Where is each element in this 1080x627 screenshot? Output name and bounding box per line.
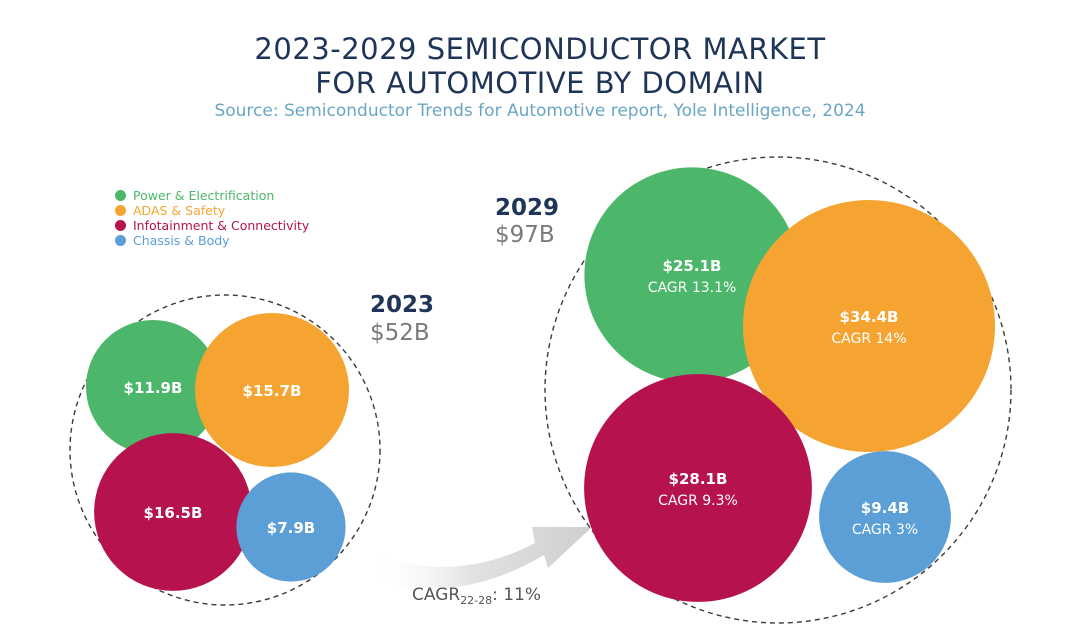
legend-dot-chassis: [115, 235, 126, 246]
legend-item-infotainment: Infotainment & Connectivity: [115, 218, 309, 233]
bubble-value-infotainment-connectivity-2029: $28.1B: [669, 470, 728, 488]
group-total-2029: $97B: [495, 222, 555, 248]
legend-item-adas: ADAS & Safety: [115, 203, 309, 218]
bubble-cagr-chassis-body-2029: CAGR 3%: [852, 522, 918, 538]
legend-item-chassis: Chassis & Body: [115, 233, 309, 248]
bubble-infotainment-connectivity-2023: [94, 433, 252, 591]
bubble-chassis-body-2023: [236, 472, 346, 582]
bubble-value-adas-safety-2029: $34.4B: [840, 308, 899, 326]
group-total-2023: $52B: [370, 320, 430, 346]
bubble-adas-safety-2029: [743, 200, 995, 452]
chart-title: 2023-2029 SEMICONDUCTOR MARKET FOR AUTOM…: [0, 32, 1080, 100]
bubble-power-electrification-2023: [86, 320, 220, 454]
growth-arrow: [370, 527, 592, 589]
bubble-cagr-infotainment-connectivity-2029: CAGR 9.3%: [658, 493, 738, 509]
bubble-value-adas-safety-2023: $15.7B: [243, 382, 302, 400]
legend-label-chassis: Chassis & Body: [133, 233, 230, 248]
bubble-value-chassis-body-2023: $7.9B: [267, 519, 315, 537]
chart-source: Source: Semiconductor Trends for Automot…: [214, 101, 866, 121]
bubble-value-chassis-body-2029: $9.4B: [861, 499, 909, 517]
legend-item-power: Power & Electrification: [115, 188, 309, 203]
growth-cagr-label: CAGR22-28: 11%: [412, 585, 541, 607]
chart-title-line-2: FOR AUTOMOTIVE BY DOMAIN: [315, 66, 765, 100]
bubble-value-power-electrification-2023: $11.9B: [124, 379, 183, 397]
bubble-infotainment-connectivity-2029: [584, 374, 812, 602]
legend: Power & Electrification ADAS & Safety In…: [115, 188, 309, 248]
group-outline-2023: [69, 294, 381, 606]
bubble-cagr-power-electrification-2029: CAGR 13.1%: [648, 280, 737, 296]
group-year-2023: 2023: [370, 292, 434, 318]
chart-title-line-1: 2023-2029 SEMICONDUCTOR MARKET: [254, 32, 826, 66]
legend-dot-power: [115, 190, 126, 201]
bubble-adas-safety-2023: [195, 313, 349, 467]
legend-label-power: Power & Electrification: [133, 188, 275, 203]
group-outline-2029: [544, 156, 1012, 624]
legend-dot-adas: [115, 205, 126, 216]
legend-label-infotainment: Infotainment & Connectivity: [133, 218, 310, 233]
group-year-2029: 2029: [495, 195, 559, 221]
bubble-cagr-adas-safety-2029: CAGR 14%: [831, 331, 906, 347]
bubble-value-power-electrification-2029: $25.1B: [663, 257, 722, 275]
bubble-chassis-body-2029: [819, 451, 951, 583]
bubble-value-infotainment-connectivity-2023: $16.5B: [144, 504, 203, 522]
legend-label-adas: ADAS & Safety: [133, 203, 226, 218]
bubbles: 2023$52B $11.9B $15.7B $16.5B $7.9B 2029$97B $…: [69, 156, 1012, 624]
legend-dot-infotainment: [115, 220, 126, 231]
